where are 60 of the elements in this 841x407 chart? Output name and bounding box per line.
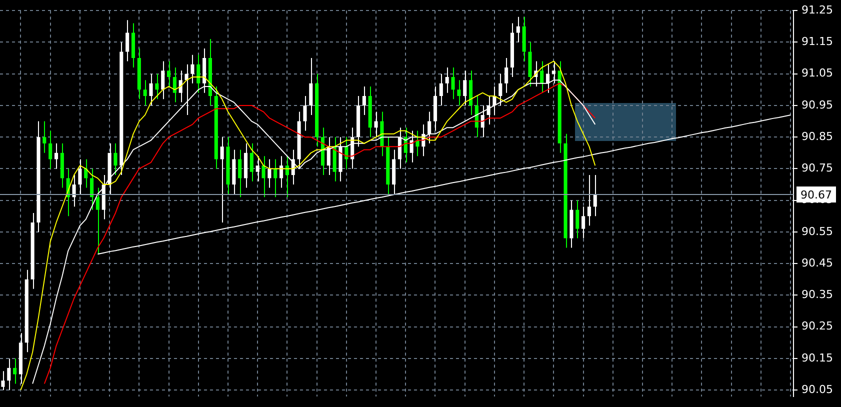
candlestick (262, 156, 266, 198)
candlestick (582, 206, 586, 239)
candlestick (196, 54, 200, 94)
y-tick-label: 90.75 (802, 162, 834, 175)
candlestick (1, 370, 5, 391)
candlestick (78, 158, 82, 195)
y-tick-label: 90.85 (802, 130, 834, 143)
candlestick (96, 187, 100, 255)
candlestick (7, 358, 11, 391)
candlestick (398, 127, 402, 170)
candlestick (540, 60, 544, 94)
candlestick (114, 142, 118, 176)
y-tick-label: 90.95 (802, 98, 834, 112)
candlestick (303, 95, 307, 132)
candlestick (54, 142, 58, 170)
candlestick (268, 158, 272, 188)
y-tick-label: 90.55 (802, 224, 834, 238)
candlestick (149, 73, 153, 106)
candlestick (143, 80, 147, 106)
candlestick (72, 174, 76, 208)
candlestick (90, 168, 94, 210)
candlestick (576, 200, 580, 239)
candlestick (256, 156, 260, 182)
candlestick (504, 58, 508, 94)
candlestick (309, 58, 313, 116)
candlestick (84, 158, 88, 188)
y-tick-label: 90.45 (802, 256, 834, 270)
candlestick (155, 73, 159, 100)
candlestick (250, 142, 254, 182)
candlestick (13, 358, 17, 384)
y-tick-label: 91.15 (802, 35, 834, 48)
candlestick (161, 60, 165, 100)
y-tick-label: 91.25 (802, 3, 834, 16)
candlestick (428, 111, 432, 144)
candlestick (362, 86, 366, 116)
y-tick-label: 90.35 (802, 288, 834, 302)
candlestick (42, 120, 46, 154)
y-tick-label: 91.05 (802, 66, 834, 80)
candlestick (516, 16, 520, 43)
candlestick (439, 73, 443, 106)
candlestick (178, 70, 182, 103)
candlestick (463, 70, 467, 106)
candlestick (172, 67, 176, 103)
candlestick (416, 130, 420, 157)
candlestick (126, 20, 130, 62)
candlestick (238, 149, 242, 198)
candlestick (445, 67, 449, 94)
y-tick-label: 90.05 (802, 382, 834, 396)
candlestick (374, 111, 378, 138)
ref-line-label: 90.67 (800, 188, 832, 202)
candlestick (166, 60, 171, 87)
candlestick (48, 130, 52, 170)
candlestick (451, 67, 455, 100)
y-tick-label: 90.25 (802, 320, 834, 333)
candlestick (190, 54, 194, 84)
candlestick (274, 158, 278, 198)
candlestick (457, 80, 461, 106)
y-tick-label: 90.15 (802, 351, 834, 364)
candlestick (220, 136, 224, 223)
candlestick (587, 174, 591, 226)
